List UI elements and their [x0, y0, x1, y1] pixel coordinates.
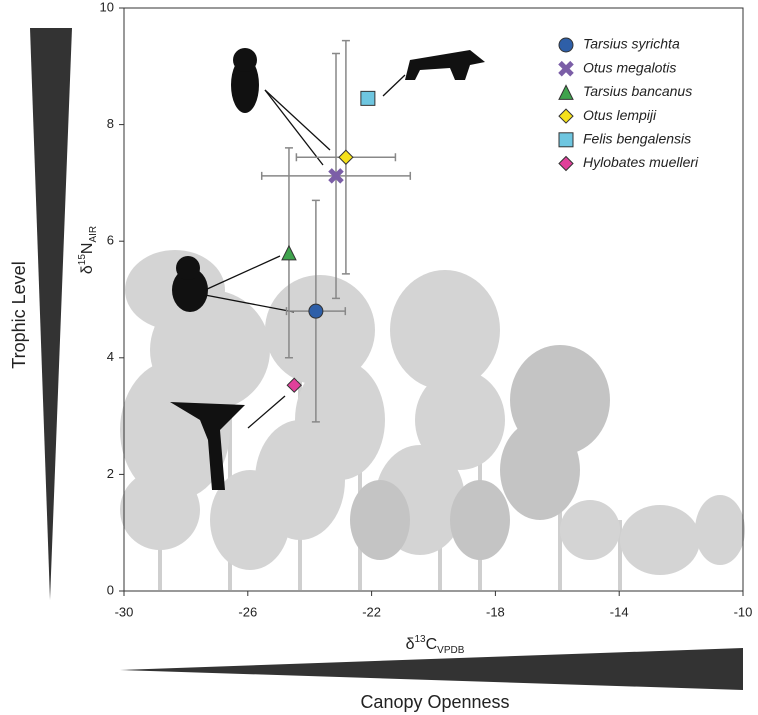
- x-title-part: 13: [414, 634, 426, 645]
- canopy-background: [120, 250, 745, 590]
- x-tick-label: -30: [115, 604, 134, 619]
- marker: [281, 244, 297, 261]
- y-axis-title: δ15NAIR: [77, 226, 99, 274]
- legend-label: Tarsius syrichta: [583, 36, 680, 52]
- legend-entry: Tarsius syrichta: [558, 36, 680, 53]
- marker: [308, 303, 324, 319]
- x-title-part: VPDB: [437, 645, 465, 656]
- marker: [558, 132, 574, 148]
- legend-entry: Otus lempiji: [558, 107, 657, 124]
- marker: [328, 168, 344, 184]
- legend-entry: Tarsius bancanus: [558, 83, 692, 100]
- marker: [558, 37, 574, 53]
- y-tick-label: 4: [107, 349, 114, 364]
- y-tick-label: 2: [107, 466, 114, 481]
- y-title-part: δ: [79, 265, 96, 274]
- arrows: [204, 74, 406, 429]
- side-label: Trophic Level: [9, 261, 29, 368]
- x-tick-label: -14: [610, 604, 629, 619]
- x-title-part: C: [426, 636, 438, 653]
- y-tick-label: 10: [100, 0, 114, 14]
- x-tick-label: -22: [362, 604, 381, 619]
- legend-label: Tarsius bancanus: [583, 83, 692, 99]
- legend-entry: Otus megalotis: [558, 59, 676, 77]
- trophic-triangle: [30, 28, 72, 600]
- marker: [338, 149, 354, 165]
- legend-label: Hylobates muelleri: [583, 154, 699, 170]
- marker: [558, 84, 574, 100]
- y-title-part: 15: [77, 254, 88, 266]
- marker: [558, 60, 574, 77]
- animal-silhouettes: [170, 48, 485, 490]
- x-tick-label: -10: [734, 604, 753, 619]
- marker: [558, 108, 574, 124]
- plot-frame: [123, 7, 744, 592]
- legend-label: Otus lempiji: [583, 107, 657, 123]
- x-title-part: δ: [406, 636, 415, 653]
- openness-triangle: [120, 648, 743, 690]
- y-title-part: N: [79, 243, 96, 255]
- legend-label: Felis bengalensis: [583, 131, 691, 147]
- marker: [558, 155, 574, 172]
- legend-entry: Hylobates muelleri: [558, 154, 699, 172]
- x-axis-title: δ13CVPDB: [406, 634, 465, 656]
- legend-entry: Felis bengalensis: [558, 131, 691, 148]
- legend-label: Otus megalotis: [583, 59, 676, 75]
- x-tick-label: -18: [486, 604, 505, 619]
- x-tick-label: -26: [238, 604, 257, 619]
- marker: [286, 377, 302, 393]
- marker: [360, 90, 376, 106]
- bottom-label: Canopy Openness: [360, 692, 509, 712]
- y-tick-label: 8: [107, 116, 114, 131]
- y-tick-label: 6: [107, 233, 114, 248]
- y-title-part: AIR: [88, 226, 99, 243]
- y-tick-label: 0: [107, 582, 114, 597]
